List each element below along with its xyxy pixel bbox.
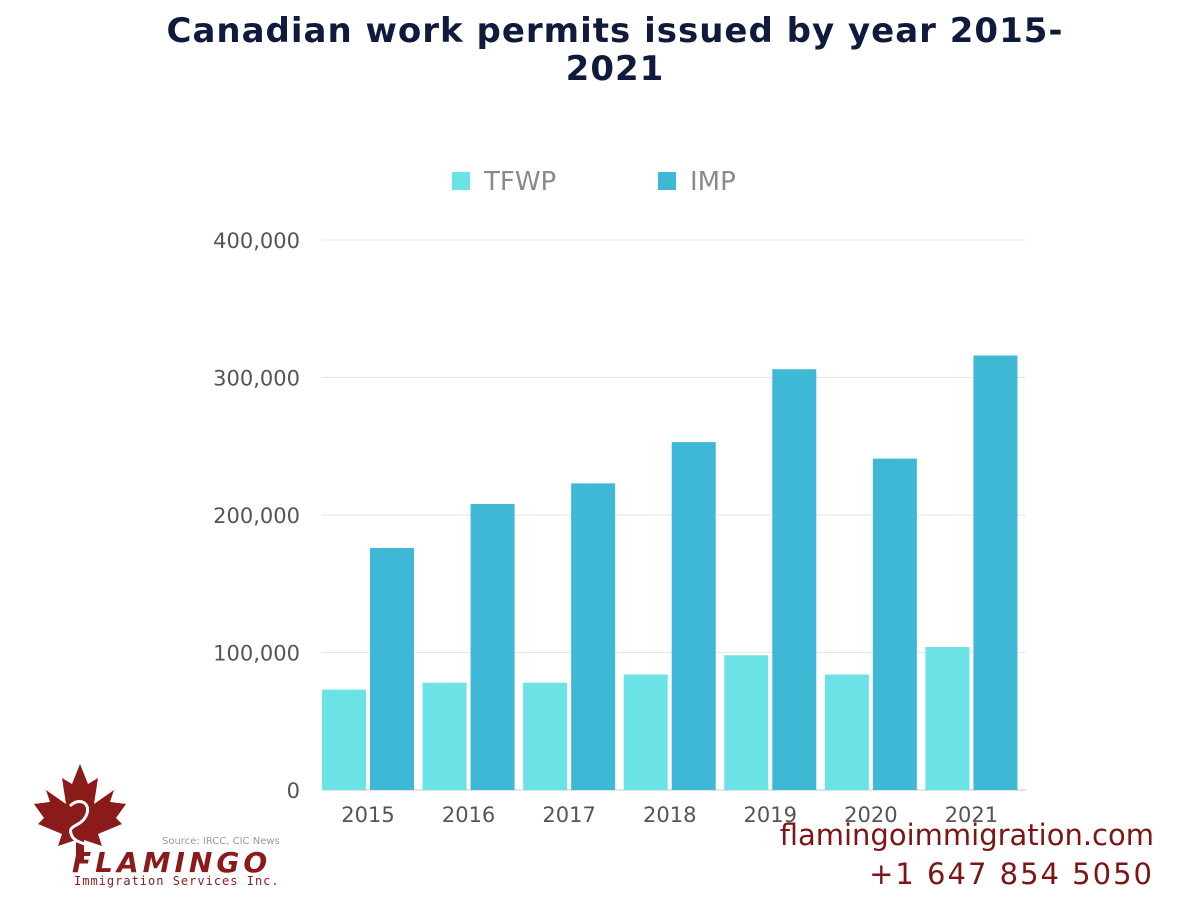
y-tick-label: 0: [287, 779, 300, 803]
legend-label: TFWP: [483, 167, 556, 197]
x-tick-label: 2020: [844, 803, 897, 827]
bar-tfwp: [322, 689, 366, 790]
maple-leaf-icon: [34, 764, 126, 862]
x-tick-label: 2021: [945, 803, 998, 827]
brand-name: FLAMINGO: [72, 846, 272, 879]
bar-imp: [370, 548, 414, 790]
bar-imp: [470, 504, 515, 790]
bar-tfwp: [523, 682, 568, 790]
bar-imp: [872, 458, 917, 790]
bar-tfwp: [925, 647, 970, 790]
x-tick-label: 2017: [542, 803, 595, 827]
y-tick-label: 200,000: [213, 504, 300, 528]
website-link[interactable]: flamingoimmigration.com: [779, 818, 1154, 852]
flamingo-bird-icon: [68, 800, 94, 851]
source-note: Source: IRCC, CIC News: [162, 836, 280, 847]
bar-imp: [671, 442, 716, 790]
legend-swatch: [658, 172, 676, 190]
bar-imp: [571, 483, 616, 790]
title-line-2: 2021: [565, 49, 665, 89]
bar-tfwp: [623, 674, 668, 790]
y-tick-label: 300,000: [213, 367, 300, 391]
legend-label: IMP: [690, 167, 736, 197]
x-tick-label: 2018: [643, 803, 696, 827]
brand-tagline: Immigration Services Inc.: [74, 874, 280, 888]
legend-swatch: [452, 172, 470, 190]
x-tick-label: 2016: [442, 803, 495, 827]
title-line-1: Canadian work permits issued by year 201…: [166, 11, 1064, 51]
bar-tfwp: [422, 682, 467, 790]
bar-tfwp: [724, 655, 769, 790]
bar-imp: [772, 369, 817, 790]
y-tick-label: 400,000: [213, 229, 300, 253]
bar-imp: [973, 355, 1018, 790]
flamingo-logo: [34, 764, 126, 862]
bar-tfwp: [824, 674, 869, 790]
chart-title: Canadian work permits issued by year 201…: [150, 12, 1080, 88]
x-tick-label: 2019: [744, 803, 797, 827]
y-tick-label: 100,000: [213, 642, 300, 666]
x-tick-label: 2015: [341, 803, 394, 827]
phone-number[interactable]: +1 647 854 5050: [869, 857, 1154, 891]
